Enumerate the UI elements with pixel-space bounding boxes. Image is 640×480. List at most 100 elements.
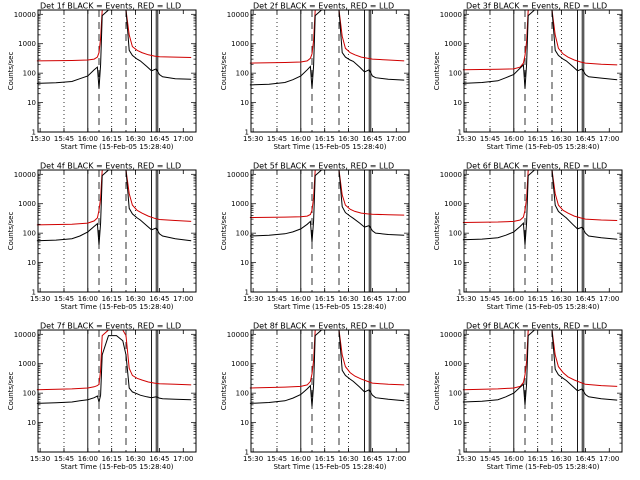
plot-frame — [463, 329, 623, 453]
detector-panel: 15:30 15:45 16:00 16:15 16:30 16:45 17:00 1 10 10… — [220, 2, 410, 151]
y-tick-label: 10 — [453, 419, 462, 427]
y-tick-label: 10000 — [14, 171, 36, 179]
panel-title: Det 6f BLACK = Events, RED = LLD — [466, 162, 607, 171]
x-tick-label: 15:30 — [243, 135, 263, 143]
x-tick-label: 15:45 — [267, 455, 287, 463]
panel-title: Det 2f BLACK = Events, RED = LLD — [253, 2, 394, 11]
y-tick-label: 1 — [32, 289, 36, 297]
y-tick-label: 1000 — [231, 360, 249, 368]
x-tick-label: 16:45 — [362, 295, 382, 303]
y-tick-label: 1 — [245, 289, 249, 297]
x-tick-label: 17:00 — [599, 135, 619, 143]
y-tick-label: 10 — [27, 99, 36, 107]
x-tick-label: 16:00 — [78, 135, 98, 143]
y-tick-label: 100 — [23, 390, 36, 398]
x-tick-label: 15:45 — [54, 455, 74, 463]
y-tick-label: 1000 — [18, 200, 36, 208]
y-tick-label: 1000 — [231, 200, 249, 208]
detector-panel: 15:30 15:45 16:00 16:15 16:30 16:45 17:00 1 10 10… — [433, 162, 623, 311]
x-tick-label: 16:15 — [102, 295, 122, 303]
x-tick-label: 15:45 — [480, 135, 500, 143]
plot-frame — [250, 9, 410, 133]
x-axis-label: Start Time (15-Feb-05 15:28:40) — [60, 143, 173, 151]
x-axis-label: Start Time (15-Feb-05 15:28:40) — [273, 303, 386, 311]
y-tick-label: 1 — [32, 129, 36, 137]
y-axis-label: Counts/sec — [220, 212, 228, 251]
x-axis-label: Start Time (15-Feb-05 15:28:40) — [486, 303, 599, 311]
x-tick-label: 16:30 — [125, 295, 145, 303]
y-tick-label: 1000 — [231, 40, 249, 48]
x-tick-label: 16:15 — [315, 455, 335, 463]
panel-title: Det 3f BLACK = Events, RED = LLD — [466, 2, 607, 11]
plot-frame — [463, 169, 623, 293]
x-tick-label: 15:30 — [456, 135, 476, 143]
y-axis-label: Counts/sec — [7, 52, 15, 91]
panel-title: Det 7f BLACK = Events, RED = LLD — [40, 322, 181, 331]
y-tick-label: 10000 — [440, 171, 462, 179]
x-tick-label: 16:30 — [551, 135, 571, 143]
detector-panel: 15:30 15:45 16:00 16:15 16:30 16:45 17:00 1 10 10… — [433, 2, 623, 151]
y-axis-label: Counts/sec — [7, 372, 15, 411]
y-tick-label: 10 — [27, 259, 36, 267]
y-tick-label: 100 — [236, 390, 249, 398]
panel-title: Det 5f BLACK = Events, RED = LLD — [253, 162, 394, 171]
x-tick-label: 17:00 — [173, 295, 193, 303]
plot-frame — [37, 169, 197, 293]
detector-panel: 15:30 15:45 16:00 16:15 16:30 16:45 17:00 1 10 10… — [7, 162, 197, 311]
plot-frame — [463, 9, 623, 133]
x-axis-label: Start Time (15-Feb-05 15:28:40) — [60, 463, 173, 471]
x-tick-label: 15:45 — [54, 295, 74, 303]
x-tick-label: 16:45 — [362, 455, 382, 463]
y-tick-label: 100 — [449, 390, 462, 398]
detector-panel: 15:30 15:45 16:00 16:15 16:30 16:45 17:00 1 10 10… — [433, 322, 623, 471]
x-tick-label: 15:30 — [30, 455, 50, 463]
x-axis-label: Start Time (15-Feb-05 15:28:40) — [60, 303, 173, 311]
y-tick-label: 1 — [245, 449, 249, 457]
x-tick-label: 16:00 — [504, 135, 524, 143]
x-tick-label: 17:00 — [386, 455, 406, 463]
y-tick-label: 1 — [458, 449, 462, 457]
x-tick-label: 16:00 — [504, 455, 524, 463]
y-tick-label: 10000 — [440, 331, 462, 339]
x-tick-label: 17:00 — [173, 135, 193, 143]
x-tick-label: 15:30 — [456, 295, 476, 303]
x-tick-label: 16:30 — [551, 455, 571, 463]
y-tick-label: 100 — [449, 230, 462, 238]
x-tick-label: 15:30 — [243, 455, 263, 463]
x-tick-label: 16:45 — [149, 295, 169, 303]
x-tick-label: 15:45 — [267, 295, 287, 303]
x-tick-label: 16:00 — [291, 455, 311, 463]
plot-frame — [250, 169, 410, 293]
x-tick-label: 16:30 — [551, 295, 571, 303]
x-tick-label: 16:15 — [528, 135, 548, 143]
plot-frame — [250, 329, 410, 453]
plot-frame — [37, 9, 197, 133]
y-tick-label: 1 — [458, 129, 462, 137]
x-tick-label: 16:30 — [338, 295, 358, 303]
x-tick-label: 17:00 — [173, 455, 193, 463]
x-tick-label: 15:30 — [30, 295, 50, 303]
y-tick-label: 1000 — [18, 40, 36, 48]
x-tick-label: 15:45 — [267, 135, 287, 143]
y-tick-label: 1 — [458, 289, 462, 297]
detector-panel: 15:30 15:45 16:00 16:15 16:30 16:45 17:00 1 10 10… — [7, 2, 197, 151]
x-tick-label: 17:00 — [599, 295, 619, 303]
y-axis-label: Counts/sec — [433, 212, 441, 251]
y-tick-label: 1000 — [444, 40, 462, 48]
y-tick-label: 100 — [449, 70, 462, 78]
x-tick-label: 16:30 — [338, 135, 358, 143]
x-tick-label: 16:15 — [528, 295, 548, 303]
x-tick-label: 16:45 — [575, 295, 595, 303]
plot-frame — [37, 329, 197, 453]
x-tick-label: 16:30 — [125, 135, 145, 143]
x-tick-label: 16:00 — [78, 295, 98, 303]
x-tick-label: 16:00 — [291, 295, 311, 303]
y-axis-label: Counts/sec — [220, 52, 228, 91]
series-line-events — [36, 335, 192, 404]
y-tick-label: 100 — [236, 70, 249, 78]
y-tick-label: 1000 — [18, 360, 36, 368]
x-tick-label: 15:45 — [54, 135, 74, 143]
x-axis-label: Start Time (15-Feb-05 15:28:40) — [486, 143, 599, 151]
y-tick-label: 1 — [245, 129, 249, 137]
